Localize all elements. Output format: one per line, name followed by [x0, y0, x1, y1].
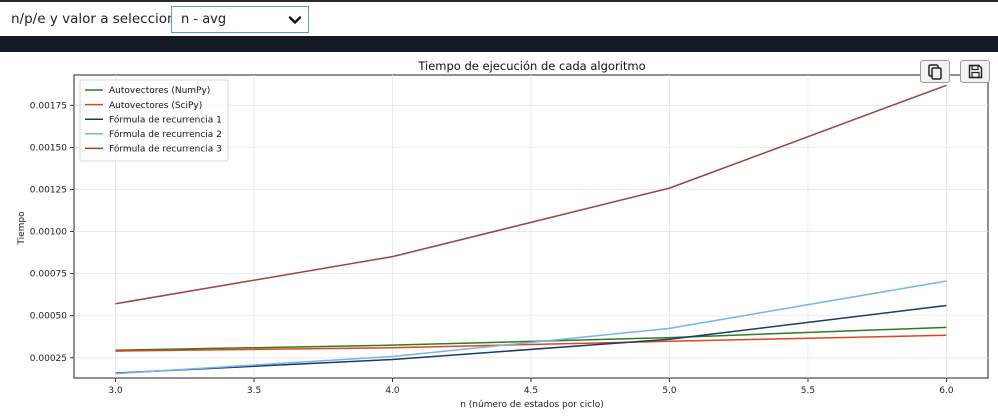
floppy-disk-icon	[968, 64, 983, 79]
y-tick-label: 0.00150	[30, 143, 67, 153]
x-tick-label: 5.5	[801, 386, 815, 396]
x-tick-label: 3.0	[108, 386, 123, 396]
line-chart: 3.0 3.5 4.0 4.5 5.0 5.5 6.0 0.000250.000500.00…	[17, 59, 989, 410]
series-line-3	[115, 304, 947, 374]
y-tick-label: 0.00025	[30, 354, 67, 364]
top-border	[0, 0, 998, 2]
x-tick-label: 3.5	[247, 386, 261, 396]
x-axis-ticks: 3.0 3.5 4.0 4.5 5.0 5.5 6.0	[108, 378, 954, 396]
series-line-5	[115, 84, 947, 305]
series-line-4	[115, 280, 947, 375]
chart-title: Tiempo de ejecución de cada algoritmo	[417, 59, 645, 73]
copy-button[interactable]	[920, 60, 950, 83]
selector-row: n/p/e y valor a seleccionar: n - avg	[0, 2, 998, 38]
y-tick-label: 0.00075	[30, 270, 67, 280]
x-tick-label: 4.0	[385, 386, 400, 396]
selector-label: n/p/e y valor a seleccionar:	[11, 11, 194, 27]
y-tick-label: 0.00125	[30, 185, 67, 195]
dropdown-selected-value: n - avg	[181, 12, 227, 27]
grid-lines	[74, 75, 988, 378]
legend: Autovectores (NumPy) Autovectores (SciPy)…	[79, 79, 229, 162]
series-line-2	[115, 334, 947, 352]
separator-bar	[0, 36, 998, 52]
save-button[interactable]	[960, 60, 990, 83]
x-tick-label: 5.0	[662, 386, 677, 396]
series-lines	[115, 84, 947, 375]
chart-container: 3.0 3.5 4.0 4.5 5.0 5.5 6.0 0.00025 0.00050 0.00…	[0, 52, 998, 416]
legend-box	[79, 79, 229, 162]
y-axis-label: Tiempo	[17, 211, 27, 246]
legend-label: Fórmula de recurrencia 2	[109, 129, 222, 140]
legend-label: Fórmula de recurrencia 1	[109, 114, 222, 125]
y-axis-ticks: 0.00025 0.00050 0.00075 0.00100 0.00125 0.001…	[30, 101, 74, 364]
y-tick-label: 0.00050	[30, 312, 67, 322]
legend-label: Autovectores (SciPy)	[109, 101, 202, 111]
y-tick-label: 0.00100	[30, 228, 67, 238]
series-line-1	[115, 326, 947, 351]
x-tick-label: 4.5	[524, 386, 538, 396]
chevron-down-icon	[288, 16, 302, 24]
y-tick-label: 0.00175	[30, 101, 67, 111]
legend-label: Autovectores (NumPy)	[109, 86, 210, 96]
legend-label: Fórmula de recurrencia 3	[109, 144, 222, 155]
copy-icon	[928, 64, 942, 80]
variable-dropdown[interactable]: n - avg	[171, 6, 309, 33]
x-axis-label: n (número de estados por ciclo)	[460, 400, 604, 410]
x-tick-label: 6.0	[939, 386, 954, 396]
